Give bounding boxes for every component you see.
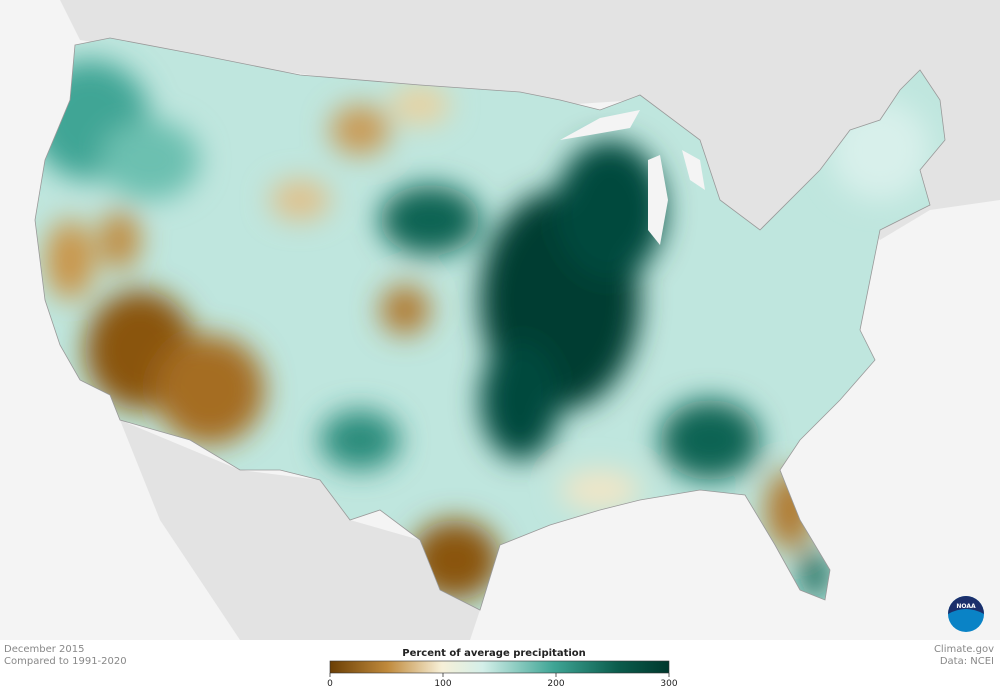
lake-huron [682, 150, 705, 190]
site: Climate.gov [934, 644, 994, 655]
canada [60, 0, 1000, 240]
logo: NOAA [948, 596, 984, 632]
colorbar-tick-label: 300 [660, 679, 677, 689]
colorbar-tick-label: 100 [434, 679, 451, 689]
colorbar-tick-label: 0 [327, 679, 333, 689]
lake-superior [560, 110, 640, 140]
colorbar-tick-label: 200 [547, 679, 564, 689]
source: Data: NCEI [940, 656, 994, 667]
period: December 2015 [4, 644, 84, 655]
baseline: Compared to 1991-2020 [4, 656, 127, 667]
legend-title: Percent of average precipitation [402, 648, 586, 659]
lake-michigan [648, 155, 668, 245]
colorbar [329, 660, 670, 674]
mexico [120, 420, 480, 640]
logo-text: NOAA [956, 603, 976, 610]
